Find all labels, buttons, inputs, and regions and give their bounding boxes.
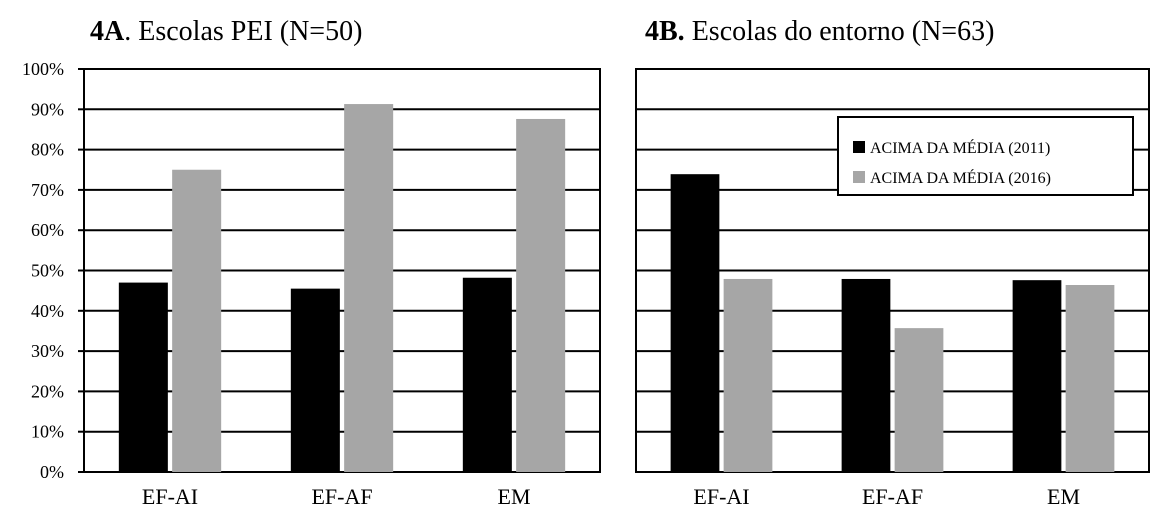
panel-b-bar-ef-af-series-2: [894, 328, 944, 472]
y-tick-label: 90%: [31, 99, 64, 119]
panel-a-bar-em-series-1: [462, 277, 512, 472]
panel-b-title-rest: Escolas do entorno (N=63): [685, 16, 995, 47]
panel-b-bar-ef-ai-series-1: [670, 174, 720, 473]
y-tick-label: 80%: [31, 140, 64, 160]
y-tick-label: 50%: [31, 261, 64, 281]
y-tick-label: 30%: [31, 341, 64, 361]
panel-a-x-tick-label: EF-AF: [311, 484, 372, 509]
y-tick-label: 40%: [31, 301, 64, 321]
y-tick-label: 0%: [40, 462, 64, 482]
panel-a-title: 4A. Escolas PEI (N=50): [90, 16, 362, 47]
panel-a-bar-ef-af-series-1: [290, 288, 340, 472]
panel-a-bar-em-series-2: [516, 118, 566, 473]
legend-label-2016: ACIMA DA MÉDIA (2016): [870, 168, 1051, 187]
panel-b-plot-frame: [635, 68, 1150, 473]
panel-a-bar-ef-af-series-2: [344, 104, 394, 472]
panel-b-title: 4B. Escolas do entorno (N=63): [645, 16, 994, 47]
y-tick-label: 70%: [31, 180, 64, 200]
y-tick-label: 100%: [22, 59, 64, 79]
panel-b-x-tick-label: EF-AI: [693, 484, 749, 509]
panel-a-title-rest: . Escolas PEI (N=50): [124, 16, 362, 47]
legend-box: [837, 116, 1134, 196]
legend: ACIMA DA MÉDIA (2011) ACIMA DA MÉDIA (20…: [837, 116, 1134, 196]
legend-swatch-2011: [853, 141, 865, 153]
panel-b-bar-ef-ai-series-2: [723, 278, 773, 472]
panel-b-bar-em-series-1: [1012, 280, 1062, 472]
panel-a-bar-ef-ai-series-1: [118, 282, 168, 472]
panel-a-bar-ef-ai-series-2: [172, 169, 222, 472]
panel-b-bar-ef-af-series-1: [841, 278, 891, 472]
y-tick-label: 20%: [31, 381, 64, 401]
legend-label-2011: ACIMA DA MÉDIA (2011): [870, 138, 1050, 157]
panel-a: 0% 10% 20% 30% 40% 50% 60% 70% 80% 90% 100% EF-AI EF…: [22, 59, 601, 509]
panel-b-x-tick-label: EF-AF: [862, 484, 923, 509]
panel-b-title-prefix: 4B.: [645, 16, 685, 47]
panel-a-title-prefix: 4A: [90, 16, 125, 47]
y-tick-label: 60%: [31, 220, 64, 240]
panel-b-bar-em-series-2: [1065, 285, 1115, 472]
legend-swatch-2016: [853, 171, 865, 183]
panel-a-x-tick-label: EM: [498, 484, 531, 509]
panel-a-x-tick-label: EF-AI: [142, 484, 198, 509]
panel-b-x-tick-label: EM: [1047, 484, 1080, 509]
y-tick-label: 10%: [31, 422, 64, 442]
